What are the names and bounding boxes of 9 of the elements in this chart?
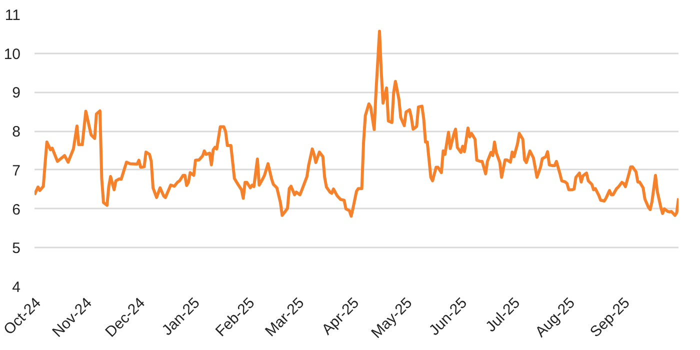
y-tick-label: 11 <box>4 7 21 24</box>
y-tick-label: 4 <box>12 279 20 296</box>
y-tick-label: 7 <box>12 162 20 180</box>
y-tick-label: 5 <box>12 240 20 258</box>
y-tick-label: 8 <box>12 124 20 141</box>
y-tick-label: 6 <box>12 201 20 218</box>
line-series <box>34 30 678 218</box>
y-tick-label: 9 <box>12 84 20 102</box>
y-tick-label: 10 <box>4 46 21 63</box>
